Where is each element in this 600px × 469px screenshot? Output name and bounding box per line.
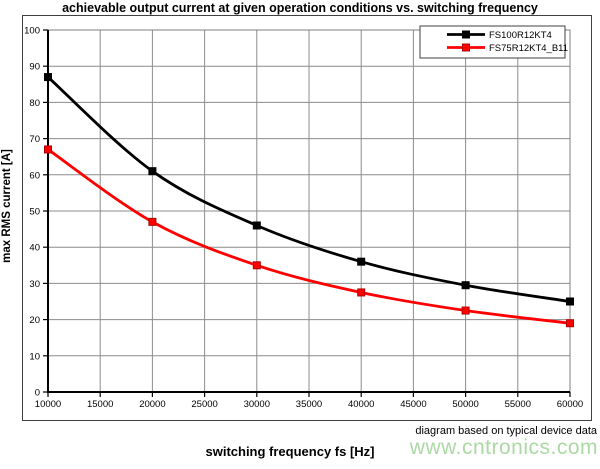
footer-note: diagram based on typical device data xyxy=(415,425,597,437)
y-tick-label: 70 xyxy=(29,134,40,145)
x-tick-label: 20000 xyxy=(139,399,165,410)
y-tick-label: 100 xyxy=(24,26,40,37)
legend: FS100R12KT4 FS75R12KT4_B11 xyxy=(419,25,568,59)
data-point-marker xyxy=(148,167,157,176)
legend-marker xyxy=(462,43,470,52)
y-tick-label: 90 xyxy=(29,62,40,73)
series-FS100R12KT4 xyxy=(44,73,574,306)
x-tick-label: 55000 xyxy=(505,399,531,410)
legend-marker xyxy=(462,30,470,39)
x-tick-label: 35000 xyxy=(296,399,322,410)
x-tick-label: 50000 xyxy=(452,399,478,410)
series-line xyxy=(46,75,572,303)
plot-svg: 0 10 20 30 40 50 60 70 80 90 100 10000 15000 20000 250… xyxy=(24,25,583,411)
x-tick-label: 30000 xyxy=(244,399,270,410)
x-tick-label: 40000 xyxy=(348,399,374,410)
x-tick-label: 15000 xyxy=(87,399,113,410)
data-point-marker xyxy=(44,73,52,82)
chart-frame: 0 10 20 30 40 50 60 70 80 90 100 10000 15000 20000 250… xyxy=(22,15,592,421)
legend-label: FS75R12KT4_B11 xyxy=(489,43,568,54)
data-point-marker xyxy=(566,319,574,328)
y-tick-label: 80 xyxy=(29,98,40,109)
data-point-marker xyxy=(148,217,157,226)
axes: 0 10 20 30 40 50 60 70 80 90 100 10000 15000 20000 250… xyxy=(24,26,583,411)
y-tick-label: 10 xyxy=(29,351,40,362)
x-tick-label: 10000 xyxy=(35,399,61,410)
data-point-marker xyxy=(357,257,366,266)
x-axis-title: switching frequency fs [Hz] xyxy=(205,444,375,459)
data-point-marker xyxy=(44,145,52,154)
y-tick-label: 20 xyxy=(29,315,40,326)
chart-title: achievable output current at given opera… xyxy=(62,1,538,15)
y-axis-title: max RMS current [A] xyxy=(1,149,13,263)
series-line xyxy=(46,148,572,325)
x-tick-label: 60000 xyxy=(557,399,583,410)
y-tick-label: 40 xyxy=(29,243,40,254)
y-tick-label: 50 xyxy=(29,207,40,218)
data-point-marker xyxy=(566,297,574,306)
legend-box xyxy=(419,25,566,59)
x-tick-label: 45000 xyxy=(400,399,426,410)
y-tick-label: 30 xyxy=(29,279,40,290)
data-point-marker xyxy=(357,288,366,297)
gridlines xyxy=(47,29,571,393)
data-point-marker xyxy=(461,281,470,290)
x-tick-label: 25000 xyxy=(191,399,217,410)
series-FS75R12KT4_B11 xyxy=(44,145,574,328)
legend-entry: FS75R12KT4_B11 xyxy=(447,43,568,54)
y-tick-label: 0 xyxy=(35,388,40,399)
data-point-marker xyxy=(252,261,261,270)
legend-label: FS100R12KT4 xyxy=(489,30,552,41)
y-tick-label: 60 xyxy=(29,170,40,181)
watermark: www.cntronics.com xyxy=(409,436,598,459)
data-point-marker xyxy=(461,306,470,315)
data-point-marker xyxy=(252,221,261,230)
legend-entry: FS100R12KT4 xyxy=(447,30,552,41)
